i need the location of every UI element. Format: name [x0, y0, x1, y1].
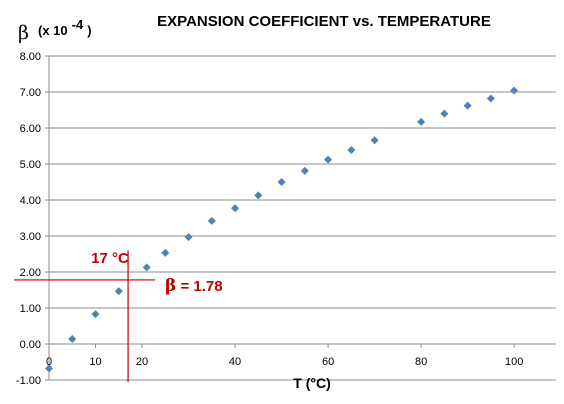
x-tick-label: 10	[89, 356, 101, 368]
y-tick-label: 2.00	[20, 267, 41, 279]
axes	[45, 55, 556, 381]
y-tick-label: 0.00	[20, 339, 41, 351]
y-axis-unit-suffix: )	[87, 23, 91, 38]
data-point	[300, 166, 309, 175]
data-point	[114, 287, 123, 296]
y-tick-labels: -1.00 0.00 1.00 2.00 3.00 4.00 5.00 6.00 7.00 8.0…	[16, 51, 41, 387]
x-tick-label: 0	[46, 356, 52, 368]
x-tick-label: 40	[229, 356, 241, 368]
data-point	[254, 191, 263, 200]
annotation-temperature-label: 17 °C	[91, 250, 129, 267]
y-axis-beta-symbol: β	[18, 22, 29, 44]
x-tick-label: 80	[415, 356, 427, 368]
data-point	[142, 263, 151, 272]
y-axis-label: β (x 10 -4 )	[18, 16, 92, 44]
data-point	[370, 136, 379, 145]
data-point	[231, 204, 240, 213]
y-tick-label: 4.00	[20, 195, 41, 207]
y-tick-label: 8.00	[20, 51, 41, 63]
y-tick-label: 5.00	[20, 159, 41, 171]
data-point	[91, 310, 100, 319]
annotation-beta-symbol: β	[165, 276, 176, 296]
y-tick-label: -1.00	[16, 375, 41, 387]
data-point	[184, 233, 193, 242]
x-tick-label: 20	[136, 356, 148, 368]
data-point	[440, 109, 449, 118]
data-point	[277, 178, 286, 186]
annotation-beta-value: = 1.78	[180, 278, 222, 295]
x-tick-label: 60	[322, 356, 334, 368]
x-tick-label: 100	[505, 356, 523, 368]
y-tick-label: 7.00	[20, 87, 41, 99]
data-point	[417, 117, 426, 126]
y-tick-label: 6.00	[20, 123, 41, 135]
data-point	[207, 216, 216, 225]
x-tick-labels: 0 10 20 40 60 80 100	[46, 356, 523, 368]
y-axis-unit-prefix: (x 10	[38, 23, 68, 38]
data-point	[510, 86, 519, 95]
gridlines	[49, 55, 556, 381]
data-point	[68, 334, 77, 343]
data-point	[45, 364, 53, 373]
data-point	[463, 101, 472, 110]
data-point	[347, 145, 356, 154]
annotation-beta-label: β = 1.78	[165, 276, 223, 296]
y-tick-label: 3.00	[20, 231, 41, 243]
x-axis-label: T (°C)	[293, 375, 330, 391]
data-point	[324, 155, 333, 164]
data-point	[486, 94, 495, 103]
chart-title: EXPANSION COEFFICIENT vs. TEMPERATURE	[157, 13, 491, 30]
data-point	[161, 248, 170, 257]
data-points	[45, 86, 519, 373]
annotation-lines	[14, 250, 156, 382]
y-axis-unit-exponent: -4	[72, 17, 84, 32]
y-tick-label: 1.00	[20, 303, 41, 315]
